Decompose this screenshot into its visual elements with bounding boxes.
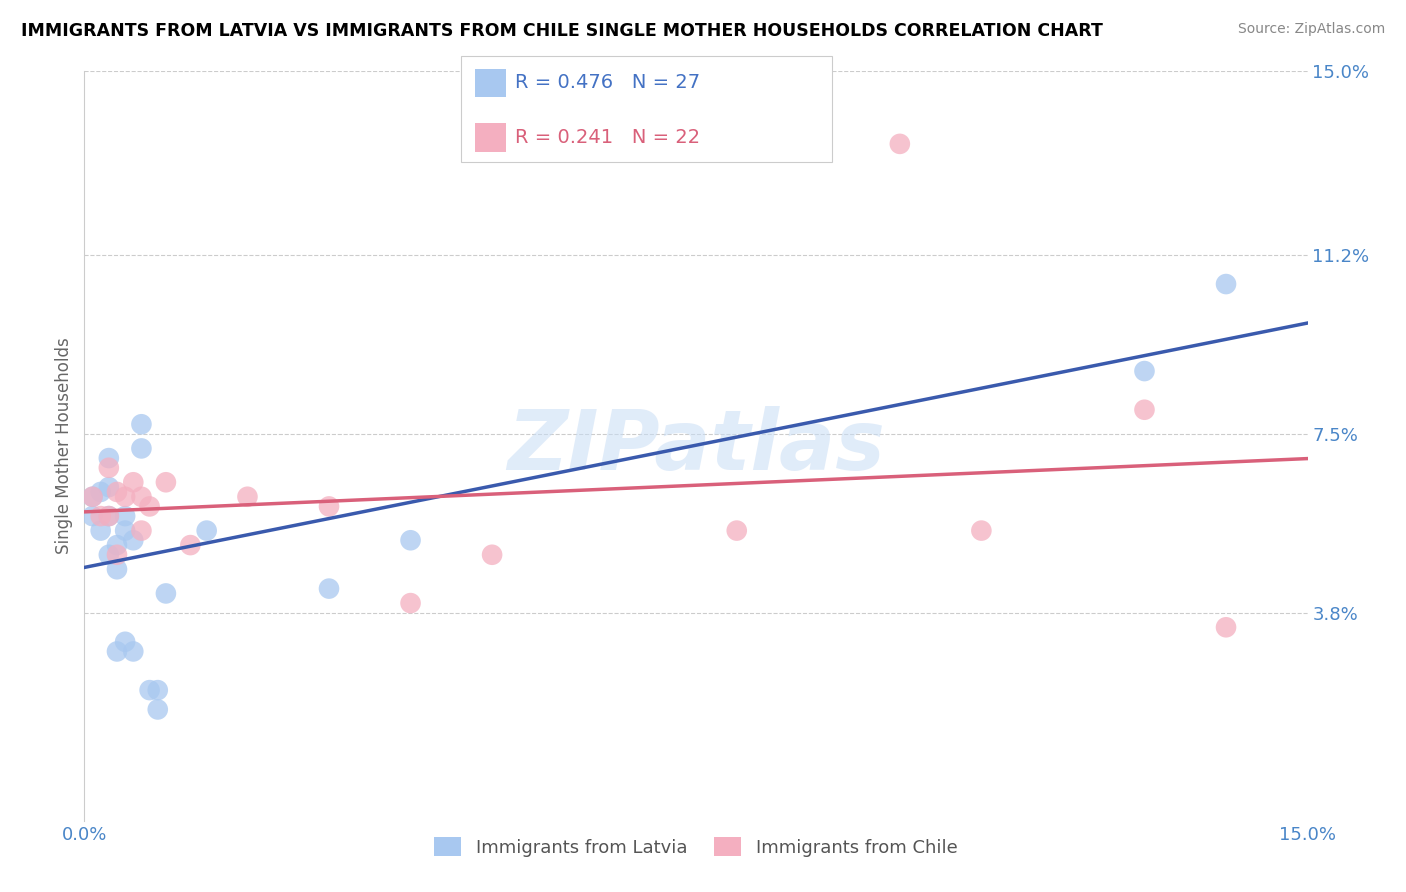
Point [97, 480, 120, 494]
Point [105, 644, 128, 658]
Point [122, 475, 145, 490]
Point [114, 490, 136, 504]
Point [114, 509, 136, 524]
Point [1133, 364, 1156, 378]
Point [90, 524, 112, 538]
Point [105, 548, 128, 562]
Point [82, 490, 104, 504]
Point [97, 509, 120, 524]
Point [90, 509, 112, 524]
Point [399, 533, 422, 548]
Point [179, 538, 201, 552]
Point [1215, 620, 1237, 634]
Point [318, 582, 340, 596]
Point [481, 548, 503, 562]
Legend: Immigrants from Latvia, Immigrants from Chile: Immigrants from Latvia, Immigrants from … [427, 830, 965, 864]
Point [155, 475, 177, 490]
Point [155, 586, 177, 600]
Point [105, 538, 128, 552]
Point [122, 533, 145, 548]
Point [1215, 277, 1237, 291]
Point [97, 451, 120, 466]
Point [889, 136, 911, 151]
Text: Source: ZipAtlas.com: Source: ZipAtlas.com [1237, 22, 1385, 37]
Point [131, 442, 153, 456]
Point [114, 524, 136, 538]
Point [131, 417, 153, 432]
Point [970, 524, 993, 538]
Text: R = 0.241   N = 22: R = 0.241 N = 22 [515, 128, 700, 147]
Point [82, 509, 104, 524]
Point [195, 524, 218, 538]
Point [105, 562, 128, 576]
Point [131, 524, 153, 538]
Point [131, 490, 153, 504]
Text: R = 0.476   N = 27: R = 0.476 N = 27 [515, 73, 700, 93]
Text: ZIPatlas: ZIPatlas [508, 406, 884, 486]
Point [138, 683, 160, 698]
Point [138, 500, 160, 514]
Point [97, 509, 120, 524]
Point [114, 634, 136, 648]
Point [146, 683, 169, 698]
Point [90, 484, 112, 499]
Point [122, 644, 145, 658]
Point [236, 490, 259, 504]
Point [105, 484, 128, 499]
Point [1133, 402, 1156, 417]
Point [318, 500, 340, 514]
Point [399, 596, 422, 610]
Point [97, 548, 120, 562]
Point [97, 460, 120, 475]
Point [146, 702, 169, 716]
Text: IMMIGRANTS FROM LATVIA VS IMMIGRANTS FROM CHILE SINGLE MOTHER HOUSEHOLDS CORRELA: IMMIGRANTS FROM LATVIA VS IMMIGRANTS FRO… [21, 22, 1102, 40]
Point [725, 524, 748, 538]
Y-axis label: Single Mother Households: Single Mother Households [55, 338, 73, 554]
Point [82, 490, 104, 504]
